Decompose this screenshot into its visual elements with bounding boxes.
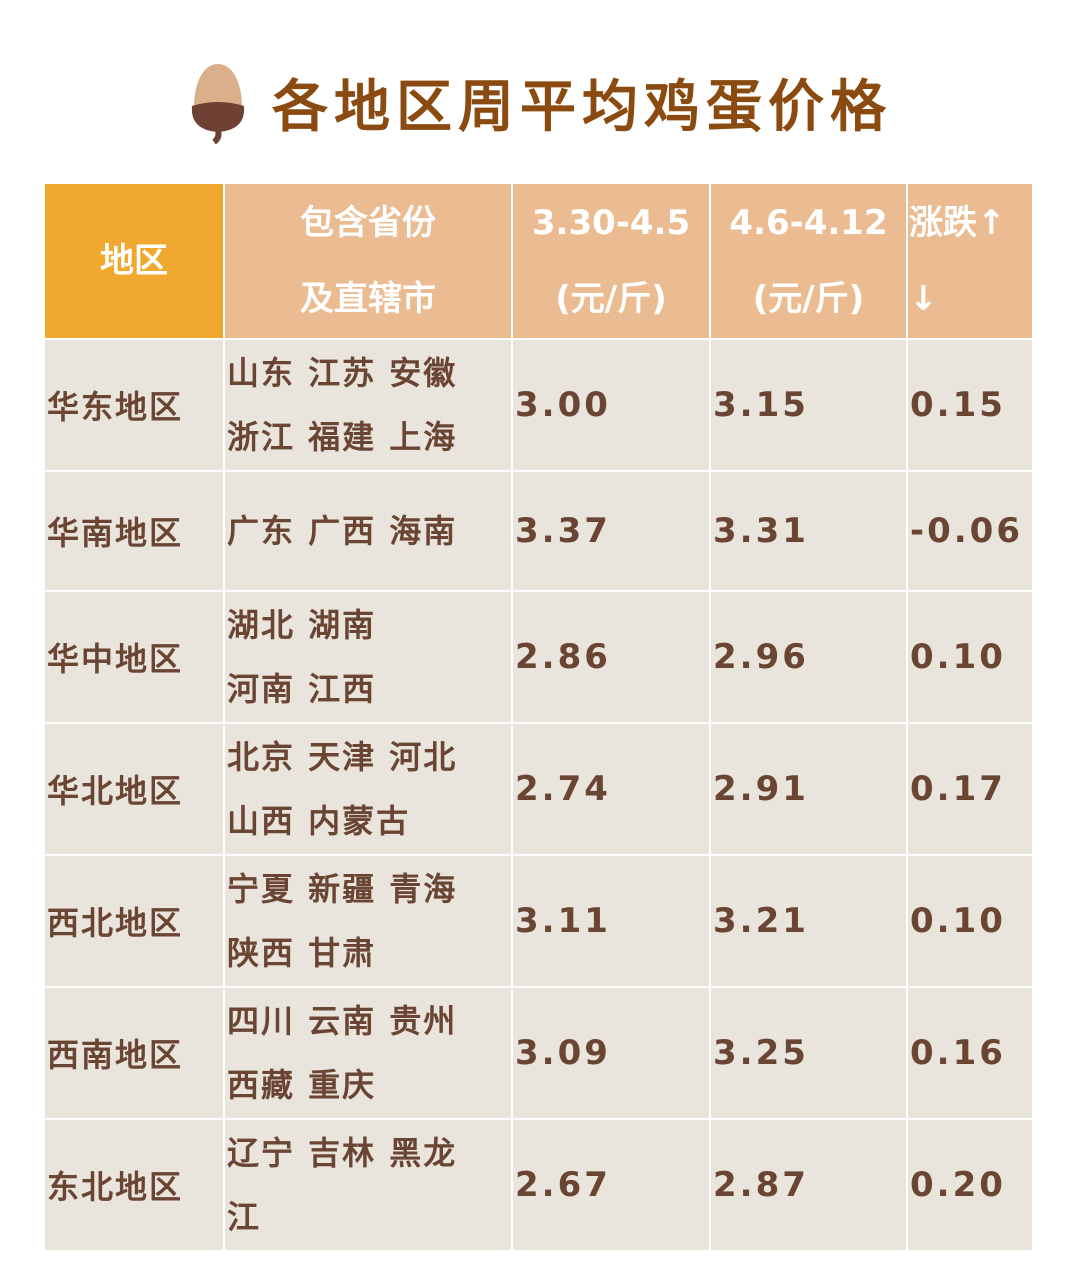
change-cell: 0.17 (908, 724, 1032, 854)
change-cell: 0.10 (908, 856, 1032, 986)
price-week1-cell: 3.37 (513, 472, 709, 590)
price-week1-cell: 2.86 (513, 592, 709, 722)
table-row: 华中地区 湖北 湖南 河南 江西 2.86 2.96 0.10 (45, 592, 1032, 722)
price-week1-cell: 3.11 (513, 856, 709, 986)
region-cell: 东北地区 (45, 1120, 223, 1250)
header-week2: 4.6-4.12 (元/斤) (711, 184, 906, 338)
region-cell: 华中地区 (45, 592, 223, 722)
price-week2-cell: 3.21 (711, 856, 906, 986)
region-cell: 西北地区 (45, 856, 223, 986)
price-week1-cell: 3.09 (513, 988, 709, 1118)
price-week2-cell: 2.96 (711, 592, 906, 722)
provinces-cell: 北京 天津 河北 山西 内蒙古 (225, 724, 511, 854)
table-row: 华北地区 北京 天津 河北 山西 内蒙古 2.74 2.91 0.17 (45, 724, 1032, 854)
header-provinces: 包含省份 及直辖市 (225, 184, 511, 338)
provinces-cell: 湖北 湖南 河南 江西 (225, 592, 511, 722)
provinces-cell: 四川 云南 贵州 西藏 重庆 (225, 988, 511, 1118)
region-cell: 华北地区 (45, 724, 223, 854)
change-cell: 0.16 (908, 988, 1032, 1118)
price-week2-cell: 3.15 (711, 340, 906, 470)
header-change: 涨跌↑ ↓ (908, 184, 1032, 338)
table-row: 东北地区 辽宁 吉林 黑龙 江 2.67 2.87 0.20 (45, 1120, 1032, 1250)
header-row: 地区 包含省份 及直辖市 3.30-4.5 (元/斤) 4.6-4.12 (元/斤) 涨… (45, 184, 1032, 338)
change-cell: 0.10 (908, 592, 1032, 722)
page-title: 各地区周平均鸡蛋价格 (272, 74, 892, 140)
table-row: 西北地区 宁夏 新疆 青海 陕西 甘肃 3.11 3.21 0.10 (45, 856, 1032, 986)
price-week1-cell: 2.67 (513, 1120, 709, 1250)
price-week2-cell: 2.87 (711, 1120, 906, 1250)
price-week2-cell: 3.31 (711, 472, 906, 590)
egg-price-table: 地区 包含省份 及直辖市 3.30-4.5 (元/斤) 4.6-4.12 (元/斤) 涨… (43, 182, 1034, 1252)
table-row: 西南地区 四川 云南 贵州 西藏 重庆 3.09 3.25 0.16 (45, 988, 1032, 1118)
provinces-cell: 宁夏 新疆 青海 陕西 甘肃 (225, 856, 511, 986)
price-week1-cell: 2.74 (513, 724, 709, 854)
price-week1-cell: 3.00 (513, 340, 709, 470)
price-week2-cell: 3.25 (711, 988, 906, 1118)
provinces-cell: 广东 广西 海南 (225, 472, 511, 590)
table-row: 华东地区 山东 江苏 安徽 浙江 福建 上海 3.00 3.15 0.15 (45, 340, 1032, 470)
change-cell: -0.06 (908, 472, 1032, 590)
provinces-cell: 辽宁 吉林 黑龙 江 (225, 1120, 511, 1250)
change-cell: 0.20 (908, 1120, 1032, 1250)
region-cell: 西南地区 (45, 988, 223, 1118)
provinces-cell: 山东 江苏 安徽 浙江 福建 上海 (225, 340, 511, 470)
page-title-bar: 各地区周平均鸡蛋价格 (0, 60, 1080, 144)
region-cell: 华东地区 (45, 340, 223, 470)
table-row: 华南地区 广东 广西 海南 3.37 3.31 -0.06 (45, 472, 1032, 590)
header-week1: 3.30-4.5 (元/斤) (513, 184, 709, 338)
acorn-icon (191, 64, 245, 144)
header-region: 地区 (45, 184, 223, 338)
region-cell: 华南地区 (45, 472, 223, 590)
change-cell: 0.15 (908, 340, 1032, 470)
price-week2-cell: 2.91 (711, 724, 906, 854)
